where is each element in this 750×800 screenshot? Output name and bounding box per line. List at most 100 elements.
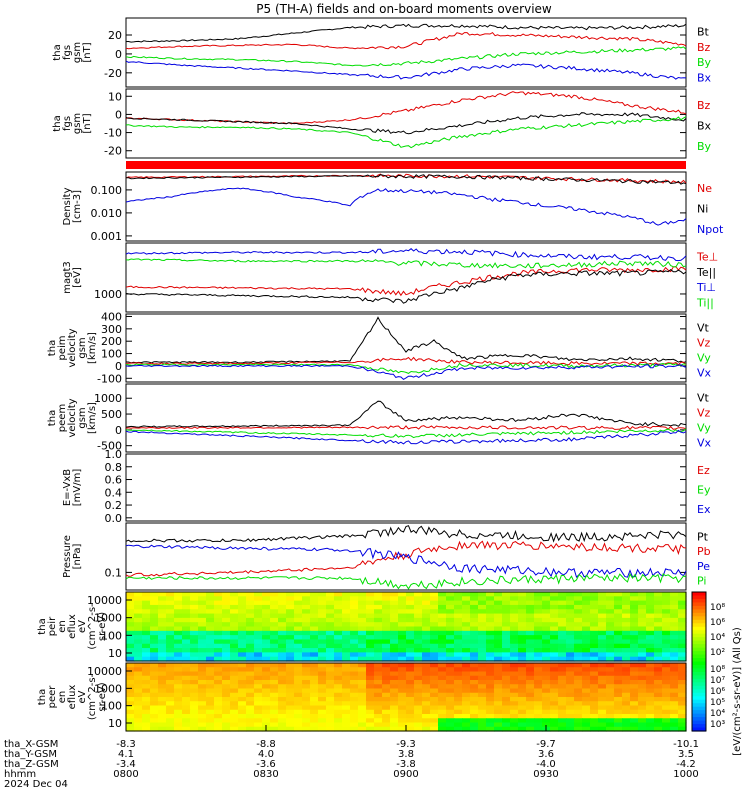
heatmap-cell [134,667,143,673]
heatmap-cell [494,675,503,681]
heatmap-cell [494,688,503,694]
x-axis-row-label: hhmm [4,769,36,780]
heatmap-cell [470,714,479,719]
heatmap-cell [166,667,175,673]
heatmap-cell [326,617,335,623]
heatmap-cell [622,617,631,623]
heatmap-cell [542,705,551,711]
heatmap-cell [214,701,223,707]
heatmap-cell [134,705,143,711]
heatmap-cell [534,684,543,690]
heatmap-cell [582,652,591,658]
heatmap-cell [590,663,599,668]
heatmap-cell [486,667,495,673]
y-axis-label-line: velocity [67,398,78,437]
heatmap-cell [398,604,407,610]
heatmap-cell [142,652,151,658]
heatmap-cell [614,609,623,615]
heatmap-cell [598,626,607,632]
heatmap-cell [246,600,255,606]
heatmap-cell [550,714,559,719]
heatmap-cell [422,701,431,707]
heatmap-cell [470,592,479,597]
heatmap-cell [326,622,335,628]
heatmap-cell [598,714,607,719]
heatmap-cell [246,635,255,641]
heatmap-cell [342,680,351,685]
heatmap-cell [446,688,455,694]
y-tick-label: 0 [115,360,122,373]
heatmap-cell [606,684,615,690]
heatmap-cell [662,714,671,719]
heatmap-cell [430,600,439,606]
heatmap-cell [542,596,551,602]
heatmap-cell [574,656,583,662]
heatmap-cell [414,684,423,690]
heatmap-cell [582,692,591,698]
heatmap-cell [646,705,655,711]
heatmap-cell [542,663,551,668]
heatmap-cell [374,714,383,719]
heatmap-cell [366,592,375,597]
heatmap-cell [590,688,599,694]
legend-label: Vy [697,352,711,365]
heatmap-cell [166,592,175,597]
series-line-Vz [125,356,687,366]
heatmap-cell [582,630,591,636]
heatmap-cell [630,648,639,653]
y-axis-label-line: peir [47,616,58,636]
heatmap-cell [638,714,647,719]
heatmap-cell [374,680,383,685]
heatmap-cell [342,709,351,715]
heatmap-cell [478,675,487,681]
legend-label: Bx [697,71,712,84]
heatmap-cell [334,600,343,606]
heatmap-cell [142,709,151,715]
heatmap-cell [366,626,375,632]
heatmap-cell [502,688,511,694]
heatmap-cell [558,692,567,698]
heatmap-cell [662,592,671,597]
heatmap-cell [206,656,215,662]
colorbar-cell [692,651,706,656]
heatmap-cell [270,692,279,698]
heatmap-cell [246,697,255,702]
colorbar-cell [692,658,706,663]
heatmap-cell [558,688,567,694]
heatmap-cell [470,622,479,628]
heatmap-cell [662,667,671,673]
heatmap-cell [582,609,591,615]
heatmap-cell [662,671,671,677]
x-axis-value: 3.5 [678,749,694,760]
heatmap-cell [494,667,503,673]
heatmap-cell [518,604,527,610]
heatmap-cell [222,680,231,685]
heatmap-cell [182,626,191,632]
heatmap-cell [574,705,583,711]
heatmap-cell [454,604,463,610]
heatmap-cell [598,726,607,732]
heatmap-cell [350,663,359,668]
heatmap-cell [590,675,599,681]
heatmap-cell [606,648,615,653]
heatmap-cell [654,705,663,711]
heatmap-cell [486,596,495,602]
heatmap-cell [590,652,599,658]
heatmap-cell [622,613,631,619]
heatmap-cell [606,718,615,724]
y-axis-label-line: tha [47,340,58,356]
heatmap-cell [406,652,415,658]
legend-label: Ti⊥ [696,281,716,294]
heatmap-cell [358,604,367,610]
y-axis-label-line: (cm^2-s- [87,673,98,720]
heatmap-cell [598,630,607,636]
heatmap-cell [614,684,623,690]
heatmap-cell [670,722,679,728]
heatmap-cell [286,663,295,668]
x-axis-value: 4.0 [258,749,274,760]
heatmap-cell [494,671,503,677]
heatmap-cell [670,680,679,685]
heatmap-cell [534,718,543,724]
heatmap-cell [670,697,679,702]
heatmap-cell [638,652,647,658]
